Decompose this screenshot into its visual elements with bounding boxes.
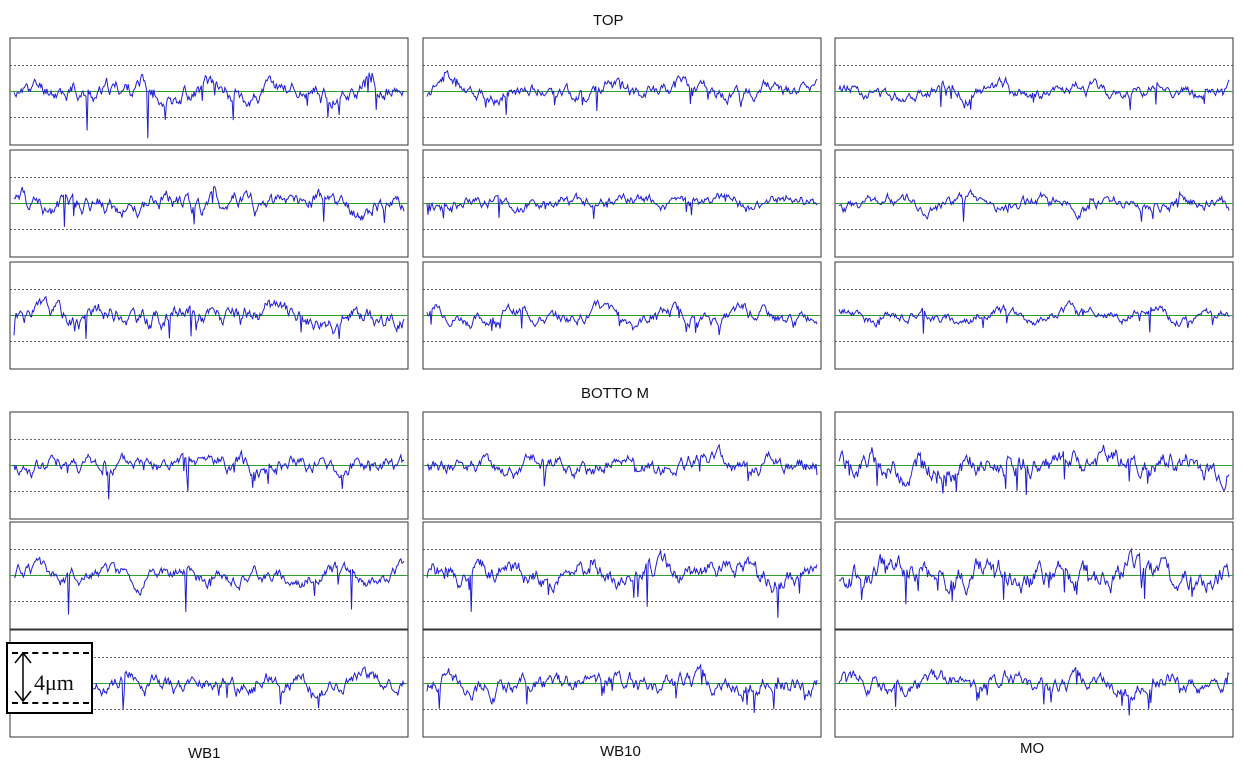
scale-label: 4μm (34, 670, 74, 695)
profile-trace-bottom-mo-r1 (838, 444, 1230, 496)
scale-bar: 4μm (6, 642, 93, 714)
profile-trace-top-wb10-r2 (426, 191, 818, 219)
profile-trace-bottom-wb10-r3 (426, 663, 818, 713)
profile-trace-bottom-wb1-r1 (13, 449, 405, 500)
profile-trace-top-wb1-r2 (13, 185, 405, 227)
profile-trace-top-wb1-r3 (13, 295, 405, 340)
column-label-mo: MO (1020, 740, 1045, 757)
bottom-section-label: BOTTO M (581, 385, 650, 402)
double-arrow-icon (14, 651, 32, 703)
profile-trace-bottom-wb1-r2 (13, 556, 405, 615)
scale-dashed-bounds (12, 652, 89, 704)
profile-trace-bottom-mo-r2 (838, 547, 1230, 605)
top-section-label: TOP (593, 12, 624, 29)
profile-trace-top-mo-r1 (838, 75, 1230, 111)
profile-trace-top-wb10-r3 (426, 299, 818, 336)
profile-trace-top-wb10-r1 (426, 69, 818, 115)
profile-trace-top-wb1-r1 (13, 72, 405, 139)
profile-trace-top-mo-r3 (838, 300, 1230, 334)
profile-trace-top-mo-r2 (838, 188, 1230, 222)
profile-trace-bottom-mo-r3 (838, 666, 1230, 716)
profile-trace-bottom-wb10-r2 (426, 550, 818, 618)
column-label-wb1: WB1 (188, 745, 221, 762)
column-label-wb10: WB10 (600, 743, 641, 760)
profile-trace-bottom-wb10-r1 (426, 443, 818, 487)
